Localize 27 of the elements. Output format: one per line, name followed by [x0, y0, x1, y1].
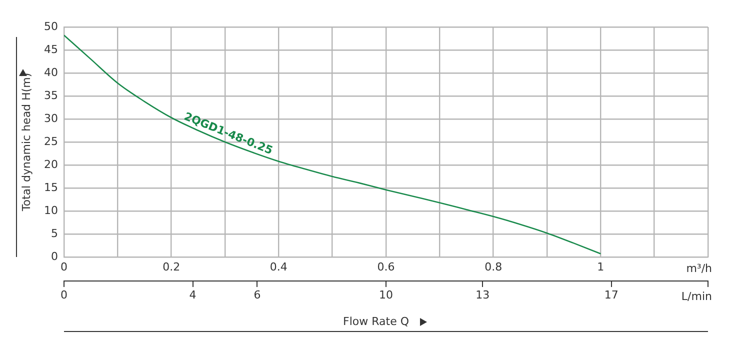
y-tick-label: 50 — [44, 20, 58, 33]
x2-axis-title: L/min — [681, 290, 712, 303]
y-tick-label: 35 — [44, 88, 58, 102]
y-tick-label: 20 — [44, 158, 58, 171]
y-tick-label: 15 — [44, 180, 58, 194]
y-tick-label: 30 — [44, 112, 58, 125]
y-tick-label: 45 — [44, 42, 58, 56]
x-tick-label: 1 — [597, 260, 604, 274]
x2-tick-label: 10 — [379, 288, 393, 302]
y-tick-label: 5 — [51, 226, 58, 240]
x2-tick-label: 0 — [60, 288, 68, 302]
line-series — [64, 34, 602, 254]
x2-tick-label: 13 — [476, 288, 490, 302]
x-tick-label: 0.4 — [270, 260, 288, 274]
y-tick-label: 0 — [51, 250, 58, 263]
y-tick-label: 10 — [44, 204, 58, 217]
x-tick-label: 0.6 — [377, 260, 395, 274]
x2-tick-label: 17 — [604, 288, 618, 302]
x2-tick-label: 6 — [254, 288, 261, 302]
x2-tick-label: 4 — [189, 288, 196, 302]
y-tick-label: 25 — [44, 134, 58, 148]
y-tick-label: 40 — [44, 66, 58, 79]
x-tick-label: 0.8 — [484, 260, 502, 274]
text: Flow Rate Q — [343, 314, 410, 328]
x-tick-label: 0 — [60, 260, 68, 274]
x-tick-label: 0.2 — [162, 260, 180, 274]
x-axis-title: m³/h — [686, 262, 712, 275]
